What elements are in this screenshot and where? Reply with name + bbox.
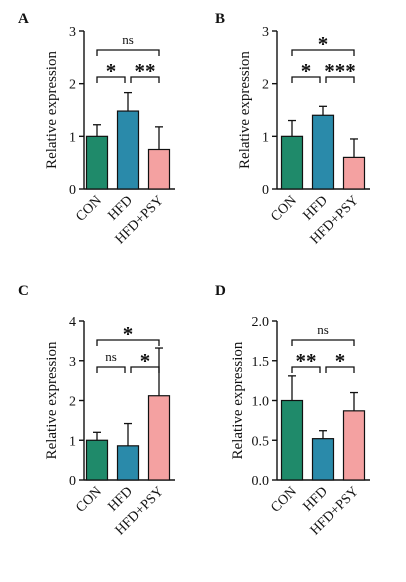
y-tick-label: 2: [262, 78, 269, 93]
y-tick-label: 1: [262, 130, 269, 145]
significance-label: ns: [317, 322, 329, 337]
significance-bracket: [291, 339, 355, 346]
y-tick-label: 1.5: [252, 355, 270, 370]
x-tick-label: CON: [268, 193, 300, 225]
panel-letter-b: B: [215, 11, 225, 27]
y-tick-label: 0.0: [252, 474, 270, 489]
y-tick-label: 3: [69, 355, 76, 370]
significance-label: ***: [324, 59, 356, 83]
significance-bracket: [130, 76, 160, 83]
significance-label: *: [140, 349, 151, 373]
significance-label: *: [335, 349, 346, 373]
significance-bracket: [96, 339, 160, 346]
bar-con: [280, 399, 304, 481]
y-tick-label: 3: [262, 25, 269, 40]
panel-letter-a: A: [18, 11, 29, 27]
panel-letter-c: C: [18, 283, 29, 299]
significance-label: **: [135, 59, 156, 83]
y-tick-label: 1: [69, 130, 76, 145]
y-axis-label: Relative expression: [44, 341, 60, 459]
bar-hfd: [116, 445, 140, 481]
significance-label: ns: [105, 349, 117, 364]
y-tick-label: 2: [69, 78, 76, 93]
y-tick-label: 1: [69, 434, 76, 449]
significance-bracket: [291, 49, 355, 56]
y-tick-label: 0: [262, 183, 269, 198]
y-tick-label: 2.0: [252, 315, 270, 330]
bar-hfd: [311, 114, 335, 190]
y-axis-label: Relative expression: [44, 51, 60, 169]
x-tick-label: CON: [268, 484, 300, 516]
significance-label: *: [106, 59, 117, 83]
significance-bracket: [96, 366, 126, 373]
bar-hfd: [116, 110, 140, 190]
bar-con: [280, 135, 304, 190]
bar-hfd: [311, 438, 335, 481]
significance-label: *: [123, 322, 134, 346]
bar-hfd-psy: [147, 148, 171, 190]
panel-letter-d: D: [215, 283, 226, 299]
significance-label: **: [296, 349, 317, 373]
bar-hfd-psy: [147, 395, 171, 481]
x-tick-label: CON: [73, 193, 105, 225]
significance-bracket: [291, 76, 321, 83]
y-tick-label: 1.0: [252, 395, 270, 410]
significance-label: *: [318, 32, 329, 56]
x-tick-label: CON: [73, 484, 105, 516]
bar-con: [85, 135, 109, 190]
y-axis-label: Relative expression: [237, 51, 253, 169]
bar-con: [85, 439, 109, 481]
bar-hfd-psy: [342, 410, 366, 481]
y-tick-label: 0.5: [252, 434, 270, 449]
bar-hfd-psy: [342, 156, 366, 190]
significance-bracket: [291, 366, 321, 373]
y-tick-label: 0: [69, 183, 76, 198]
y-tick-label: 0: [69, 474, 76, 489]
y-tick-label: 4: [69, 315, 76, 330]
significance-bracket: [130, 366, 160, 373]
significance-bracket: [96, 76, 126, 83]
significance-bracket: [96, 49, 160, 56]
significance-label: ns: [122, 32, 134, 47]
significance-bracket: [325, 76, 355, 83]
y-tick-label: 2: [69, 395, 76, 410]
significance-bracket: [325, 366, 355, 373]
y-axis-label: Relative expression: [230, 341, 246, 459]
significance-label: *: [301, 59, 312, 83]
y-tick-label: 3: [69, 25, 76, 40]
